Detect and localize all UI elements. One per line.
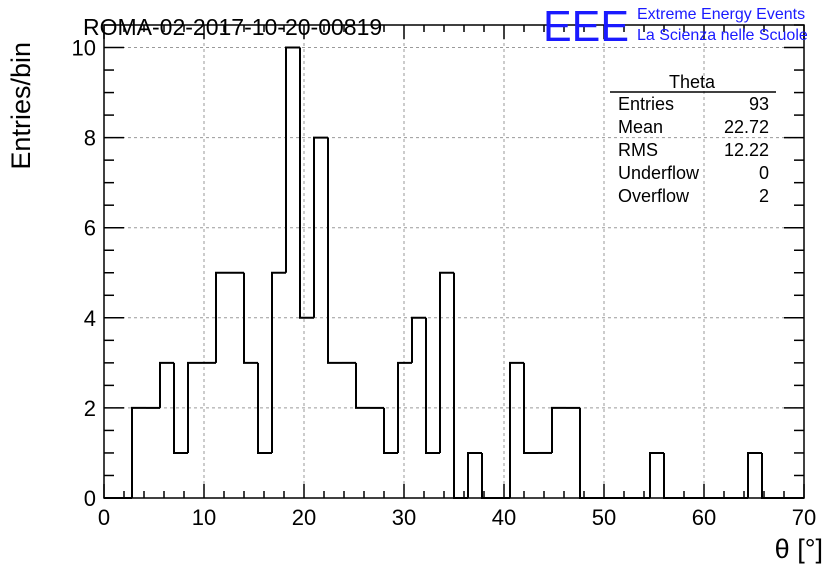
- stats-box-title: Theta: [669, 72, 716, 92]
- histogram-bin: [285, 46, 300, 273]
- x-tick-label: 40: [492, 505, 516, 530]
- chart-title: ROMA-02-2017-10-20-00819: [83, 14, 382, 40]
- histogram-bin: [187, 361, 202, 453]
- x-tick-label: 30: [392, 505, 416, 530]
- histogram-bin: [523, 362, 538, 454]
- y-tick-label: 10: [72, 36, 96, 61]
- histogram-bin: [383, 407, 398, 454]
- stats-label: Overflow: [618, 186, 690, 206]
- stats-value: 12.22: [724, 140, 769, 160]
- y-tick-label: 0: [84, 486, 96, 511]
- y-tick-label: 6: [84, 216, 96, 241]
- histogram-bin: [467, 451, 482, 498]
- logo-mark: EEE: [543, 2, 629, 51]
- histogram-bin: [257, 362, 272, 454]
- histogram-bin: [327, 137, 342, 364]
- stats-label: RMS: [618, 140, 658, 160]
- histogram-bin: [439, 271, 454, 453]
- histogram-bin: [355, 362, 370, 409]
- plot-frame: [103, 24, 805, 499]
- histogram-bin: [131, 406, 146, 498]
- histogram-bin: [299, 47, 314, 319]
- histogram-bin: [159, 361, 174, 408]
- histogram-bin: [411, 316, 426, 363]
- logo-line-2: La Scienza nelle Scuole: [637, 27, 808, 44]
- stats-rows: Entries 93 Mean 22.72 RMS 12.22 Underflow 0 Over…: [618, 94, 769, 206]
- stats-box: Theta Entries 93 Mean 22.72 RMS 12.22 Underflo…: [610, 72, 776, 206]
- stats-value: 2: [759, 186, 769, 206]
- x-axis-label: θ [°]: [775, 534, 823, 564]
- histogram-bin: [313, 136, 328, 318]
- x-tick-label: 0: [98, 505, 110, 530]
- logo-line-1: Extreme Energy Events: [637, 6, 805, 23]
- histogram-bin: [215, 271, 230, 363]
- x-tick-label: 20: [292, 505, 316, 530]
- y-tick-label: 2: [84, 396, 96, 421]
- histogram-bin: [243, 272, 258, 364]
- stats-label: Entries: [618, 94, 674, 114]
- histogram-bin: [425, 317, 440, 454]
- eee-logo: EEE Extreme Energy Events La Scienza nel…: [543, 2, 808, 51]
- y-tick-label: 8: [84, 126, 96, 151]
- x-tick-label: 60: [692, 505, 716, 530]
- x-tick-label: 70: [792, 505, 816, 530]
- histogram-bin: [397, 361, 412, 453]
- stats-label: Mean: [618, 117, 663, 137]
- stats-value: 0: [759, 163, 769, 183]
- axis-ticks: [103, 24, 805, 499]
- x-tick-label: 50: [592, 505, 616, 530]
- x-tick-label: 10: [192, 505, 216, 530]
- histogram-bin: [173, 362, 188, 454]
- histogram-bin: [271, 271, 286, 453]
- stats-value: 22.72: [724, 117, 769, 137]
- stats-value: 93: [749, 94, 769, 114]
- histogram-bin: [747, 451, 762, 498]
- histogram-bin: [551, 406, 566, 453]
- histogram-bin: [649, 451, 664, 498]
- y-axis-label: Entries/bin: [6, 42, 36, 170]
- stats-label: Underflow: [618, 163, 700, 183]
- y-tick-label: 4: [84, 306, 96, 331]
- histogram-bin: [509, 361, 524, 498]
